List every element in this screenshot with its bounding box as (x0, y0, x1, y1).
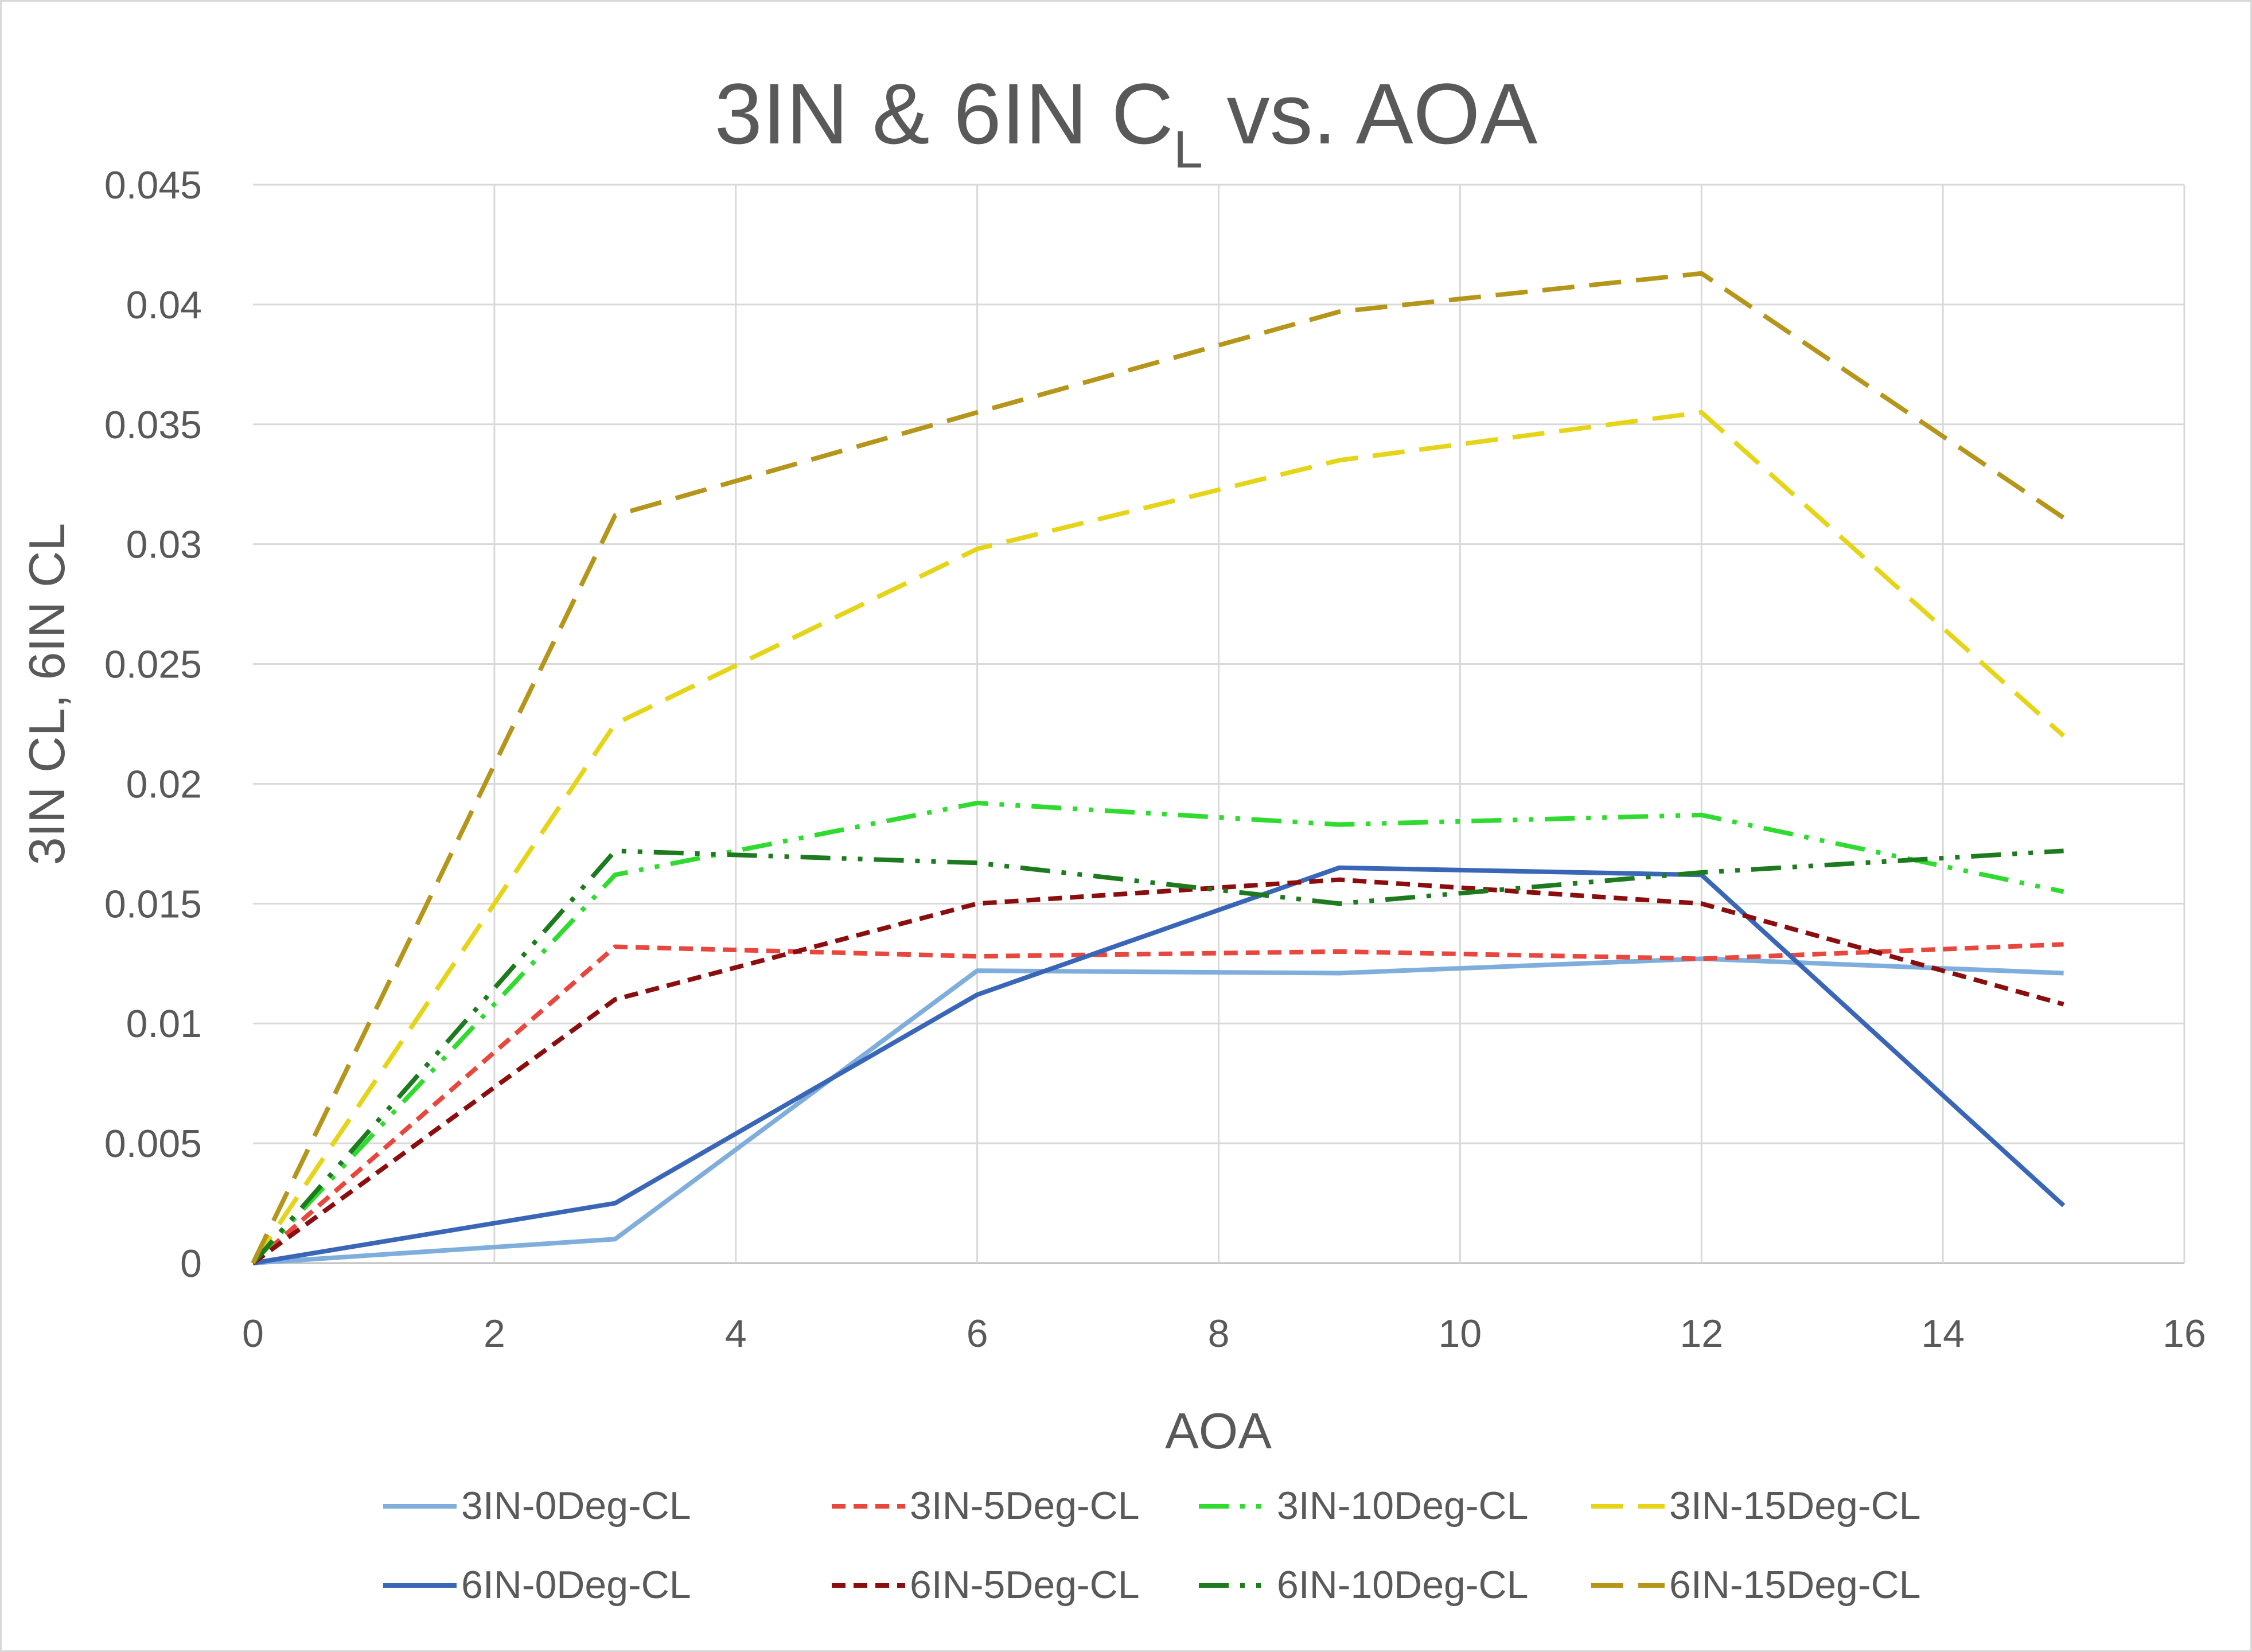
series-line-6in-10deg-cl (251, 848, 2064, 1265)
series-lines (251, 271, 2066, 1265)
legend-item: 6IN-0Deg-CL (383, 1563, 691, 1607)
series-line-3in-5deg-cl (251, 942, 2064, 1265)
legend-label: 6IN-5Deg-CL (910, 1563, 1140, 1607)
legend-item: 3IN-15Deg-CL (1591, 1484, 1920, 1528)
x-tick-label: 6 (967, 1312, 988, 1355)
x-tick-label: 8 (1208, 1312, 1230, 1355)
x-tick-label: 16 (2163, 1312, 2206, 1355)
series-line-3in-0deg-cl (252, 956, 2064, 1265)
y-tick-label: 0.005 (104, 1122, 202, 1166)
x-tick-label: 14 (1921, 1312, 1965, 1355)
x-tick-label: 4 (725, 1312, 747, 1355)
chart-title: 3IN & 6IN CL vs. AOA (715, 65, 1538, 179)
x-tick-label: 10 (1439, 1312, 1482, 1355)
y-tick-label: 0.045 (104, 163, 202, 207)
legend-label: 3IN-15Deg-CL (1669, 1484, 1920, 1528)
series-line-6in-5deg-cl (251, 877, 2064, 1265)
y-tick-label: 0.01 (126, 1002, 202, 1046)
y-tick-label: 0.03 (126, 523, 202, 567)
legend-label: 6IN-10Deg-CL (1277, 1563, 1528, 1607)
y-tick-label: 0.015 (104, 882, 202, 926)
y-tick-label: 0.04 (126, 283, 202, 327)
legend-item: 6IN-5Deg-CL (832, 1563, 1140, 1607)
y-tick-label: 0.035 (104, 403, 202, 447)
legend-label: 3IN-0Deg-CL (461, 1484, 691, 1528)
legend-item: 3IN-0Deg-CL (383, 1484, 691, 1528)
x-axis-ticks: 0 2 4 6 8 10 12 14 16 (242, 1312, 2206, 1355)
series-line-3in-15deg-cl (251, 410, 2066, 1265)
series-line-6in-15deg-cl (251, 271, 2065, 1264)
y-tick-label: 0.02 (126, 762, 202, 806)
legend-label: 6IN-15Deg-CL (1669, 1563, 1920, 1607)
legend-item: 3IN-10Deg-CL (1199, 1484, 1528, 1528)
x-tick-label: 2 (484, 1312, 505, 1355)
x-tick-label: 0 (242, 1312, 264, 1355)
legend: 3IN-0Deg-CL 3IN-5Deg-CL 3IN-10Deg-CL 3IN-15… (383, 1484, 1920, 1607)
series-line-6in-0deg-cl (252, 865, 2066, 1265)
y-tick-label: 0.025 (104, 643, 202, 687)
x-tick-label: 12 (1680, 1312, 1723, 1355)
y-tick-label: 0 (180, 1242, 202, 1285)
legend-item: 3IN-5Deg-CL (832, 1484, 1140, 1528)
gridlines (253, 184, 2185, 1264)
legend-item: 6IN-15Deg-CL (1591, 1563, 1920, 1607)
series-line-3in-10deg-cl (251, 800, 2064, 1265)
legend-label: 3IN-5Deg-CL (910, 1484, 1140, 1528)
legend-label: 3IN-10Deg-CL (1277, 1484, 1528, 1528)
legend-item: 6IN-10Deg-CL (1199, 1563, 1528, 1607)
x-axis-title: AOA (1165, 1402, 1272, 1459)
y-axis-title: 3IN CL, 6IN CL (18, 523, 75, 866)
y-axis-ticks: 0 0.005 0.01 0.015 0.02 0.025 0.03 0.035 0.04 0.0… (104, 163, 202, 1285)
legend-label: 6IN-0Deg-CL (461, 1563, 691, 1607)
